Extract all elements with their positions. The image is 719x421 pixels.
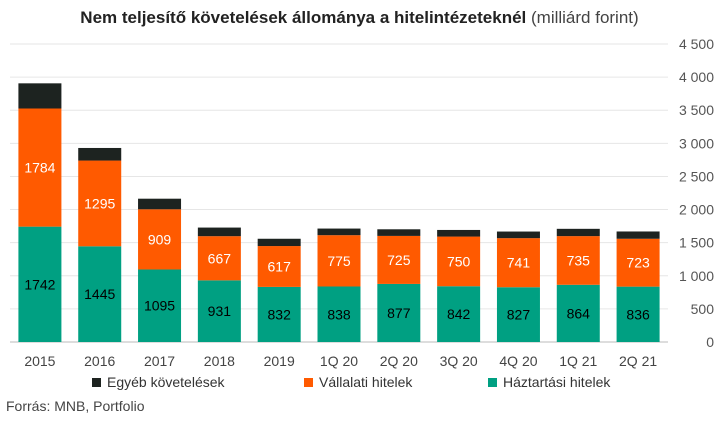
chart-title-main: Nem teljesítő követelések állománya a hi… xyxy=(80,8,527,27)
data-label-vallalati: 723 xyxy=(626,255,650,271)
y-tick-label: 4 500 xyxy=(679,36,714,52)
bar-haztartasi xyxy=(257,286,301,342)
data-label-haztartasi: 931 xyxy=(208,303,232,319)
data-label-haztartasi: 1742 xyxy=(24,276,55,292)
x-tick-label: 1Q 20 xyxy=(320,353,358,369)
bar-haztartasi xyxy=(317,286,361,342)
data-label-vallalati: 667 xyxy=(208,250,232,266)
bar-haztartasi xyxy=(496,287,540,342)
bar-haztartasi xyxy=(616,286,660,342)
bar-vallalati xyxy=(437,236,481,287)
bar-egyeb xyxy=(437,229,481,237)
data-label-vallalati: 1295 xyxy=(84,195,115,211)
bar-haztartasi xyxy=(377,283,421,342)
data-label-vallalati: 1784 xyxy=(24,160,55,176)
x-tick-label: 2018 xyxy=(204,353,235,369)
data-label-haztartasi: 838 xyxy=(327,306,351,322)
data-label-haztartasi: 832 xyxy=(268,306,292,322)
legend-label-vallalati: Vállalati hitelek xyxy=(319,374,413,390)
y-tick-label: 500 xyxy=(691,301,715,317)
data-label-vallalati: 617 xyxy=(268,258,292,274)
bar-vallalati xyxy=(18,108,62,227)
x-tick-label: 2015 xyxy=(24,353,55,369)
x-tick-label: 2Q 20 xyxy=(380,353,418,369)
chart-title: Nem teljesítő követelések állománya a hi… xyxy=(0,8,719,28)
bar-vallalati xyxy=(556,236,600,285)
legend-label-egyeb: Egyéb követelések xyxy=(107,374,225,390)
data-label-haztartasi: 836 xyxy=(626,306,650,322)
data-label-vallalati: 741 xyxy=(507,255,531,271)
bar-egyeb xyxy=(616,231,660,239)
bar-vallalati xyxy=(317,235,361,287)
legend-swatch-egyeb xyxy=(92,377,101,387)
bar-egyeb xyxy=(78,147,122,161)
bar-egyeb xyxy=(377,229,421,236)
legend-item-egyeb: Egyéb követelések xyxy=(92,374,225,390)
legend-item-vallalati: Vállalati hitelek xyxy=(304,374,412,390)
bar-egyeb xyxy=(317,228,361,236)
y-tick-label: 1 000 xyxy=(679,268,714,284)
legend-swatch-haztartasi xyxy=(488,377,497,387)
data-label-haztartasi: 877 xyxy=(387,305,411,321)
bar-vallalati xyxy=(257,246,301,287)
data-label-haztartasi: 842 xyxy=(447,306,471,322)
bar-egyeb xyxy=(257,238,301,247)
y-tick-label: 4 000 xyxy=(679,69,714,85)
bar-egyeb xyxy=(197,227,241,237)
data-label-vallalati: 909 xyxy=(148,231,172,247)
chart-legend: Egyéb követelések Vállalati hitelek Házt… xyxy=(0,374,719,394)
legend-item-haztartasi: Háztartási hitelek xyxy=(488,374,610,390)
data-label-vallalati: 725 xyxy=(387,252,411,268)
bar-haztartasi xyxy=(78,246,122,342)
data-label-vallalati: 735 xyxy=(567,252,591,268)
x-tick-label: 2Q 21 xyxy=(619,353,657,369)
chart-title-unit: (milliárd forint) xyxy=(531,8,639,27)
bar-vallalati xyxy=(616,238,660,287)
bar-haztartasi xyxy=(138,269,182,342)
x-tick-label: 2016 xyxy=(84,353,115,369)
data-label-haztartasi: 827 xyxy=(507,307,531,323)
x-tick-label: 1Q 21 xyxy=(559,353,597,369)
bar-egyeb xyxy=(556,228,600,237)
bar-egyeb xyxy=(496,231,540,239)
bar-egyeb xyxy=(138,198,182,210)
x-tick-label: 3Q 20 xyxy=(440,353,478,369)
bar-vallalati xyxy=(78,160,122,247)
bar-vallalati xyxy=(197,236,241,281)
bar-haztartasi xyxy=(18,226,62,342)
y-tick-label: 0 xyxy=(706,334,714,350)
x-tick-label: 2017 xyxy=(144,353,175,369)
y-tick-label: 1 500 xyxy=(679,235,714,251)
data-label-haztartasi: 1095 xyxy=(144,298,175,314)
bar-haztartasi xyxy=(437,286,481,342)
source-note: Forrás: MNB, Portfolio xyxy=(6,398,145,414)
y-tick-label: 2 500 xyxy=(679,168,714,184)
legend-swatch-vallalati xyxy=(304,377,313,387)
y-tick-label: 2 000 xyxy=(679,202,714,218)
legend-label-haztartasi: Háztartási hitelek xyxy=(503,374,611,390)
bar-egyeb xyxy=(18,83,62,109)
data-label-haztartasi: 864 xyxy=(567,305,591,321)
data-label-vallalati: 750 xyxy=(447,253,471,269)
bar-haztartasi xyxy=(197,280,241,342)
y-tick-label: 3 000 xyxy=(679,135,714,151)
x-tick-label: 4Q 20 xyxy=(499,353,537,369)
data-label-haztartasi: 1445 xyxy=(84,286,115,302)
data-label-vallalati: 775 xyxy=(327,253,351,269)
bar-haztartasi xyxy=(556,284,600,342)
x-tick-label: 2019 xyxy=(264,353,295,369)
bar-vallalati xyxy=(496,238,540,288)
bar-vallalati xyxy=(138,209,182,270)
y-tick-label: 3 500 xyxy=(679,102,714,118)
bar-vallalati xyxy=(377,235,421,284)
